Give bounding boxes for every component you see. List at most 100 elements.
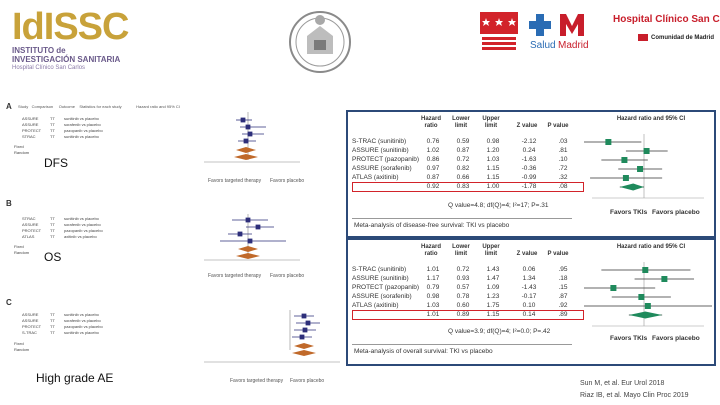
dfs-caption: Meta-analysis of disease-free survival: … [354, 222, 510, 229]
favors-b-left: Favors targeted therapy [208, 273, 262, 279]
meta-cell-name: S-TRAC (sunitinib) [352, 266, 407, 273]
forest-a-rows: ASSURE TT sunitinib vs placebo ASSURE TT sora… [22, 116, 202, 140]
hr-marker [605, 139, 612, 145]
meta-cell-hi: 1.75 [486, 302, 500, 309]
forest-cell-drug: sunitinib vs placebo [64, 312, 99, 317]
meta-cell-p: .92 [558, 302, 568, 309]
idissc-line2: INVESTIGACIÓN SANITARIA [12, 55, 121, 64]
forest-study-row: ASSURE TT sorafenib vs placebo [22, 222, 202, 228]
forest-cell-study: STRAC [22, 134, 36, 139]
dfs-q-text: Q value=4.8; df(Q)=4; I²=17; P=.31 [448, 202, 549, 209]
forest-cell-study: ASSURE [22, 116, 39, 121]
os-head-ci: Hazard ratio and 95% CI [616, 244, 686, 250]
meta-cell-lo: 0.87 [456, 147, 470, 154]
hr-marker [661, 276, 668, 282]
meta-cell-hr: 0.79 [426, 284, 440, 291]
meta-cell-p: .10 [558, 156, 568, 163]
meta-table-row: ASSURE (sorafenib) 0.98 0.78 1.23 -0.17 .87 [352, 293, 582, 302]
forest-study-row: ASSURE TT sorafenib vs placebo [22, 122, 202, 128]
dfs-pooled-highlight [352, 182, 584, 192]
meta-cell-hi: 1.23 [486, 293, 500, 300]
meta-cell-z: -0.36 [521, 165, 537, 172]
fixed-label-c: Fixed [14, 341, 24, 346]
os-forest-plot [584, 262, 712, 327]
forest-cell-cmp: TT [50, 222, 55, 227]
col-study: Study [18, 104, 29, 109]
favors-b-right: Favors placebo [270, 273, 305, 279]
os-head-lower: Lower limit [452, 244, 470, 257]
meta-cell-hi: 1.00 [486, 183, 500, 190]
os-head-p: P value [547, 251, 569, 257]
meta-cell-lo: 0.78 [456, 293, 470, 300]
hospital-name: Hospital Clínico San Carlos [613, 14, 720, 25]
label-dfs: DFS [44, 156, 68, 170]
os-head-upper: Upper limit [482, 244, 500, 257]
forest-cell-cmp: TT [50, 116, 55, 121]
meta-cell-name: ATLAS (axitinib) [352, 174, 399, 181]
forest-study-row: STRAC TT sunitinib vs placebo [22, 216, 202, 222]
meta-cell-hi: 1.20 [486, 147, 500, 154]
meta-cell-name: PROTECT (pazopanib) [352, 156, 420, 163]
hr-marker [621, 157, 628, 163]
idissc-wordmark: IdISSC [12, 6, 129, 48]
meta-cell-z: -2.12 [521, 138, 537, 145]
comunidad-text: Comunidad de Madrid [651, 35, 714, 42]
meta-cell-name: ASSURE (sorafenib) [352, 293, 412, 300]
forest-study-row: S-TRAC TT sunitinib vs placebo [22, 330, 202, 336]
forest-cell-cmp: TT [50, 330, 55, 335]
random-label-a: Random [14, 150, 30, 155]
meta-cell-hi: 1.43 [486, 266, 500, 273]
meta-cell-hr: 0.97 [426, 165, 440, 172]
forest-cell-drug: sorafenib vs placebo [64, 222, 101, 227]
hr-marker [638, 294, 645, 300]
meta-cell-hi: 1.15 [486, 165, 500, 172]
hr-marker [644, 303, 651, 309]
forest-c-markers [292, 313, 320, 340]
os-pooled-highlight [352, 310, 584, 320]
meta-cell-lo: 0.93 [456, 275, 470, 282]
idissc-line1: INSTITUTO de [12, 46, 66, 55]
meta-cell-hr: 0.86 [426, 156, 440, 163]
dfs-favors-right: Favors placebo [652, 209, 700, 216]
forest-cell-drug: sunitinib vs placebo [64, 330, 99, 335]
favors-c-right: Favors placebo [290, 378, 325, 384]
meta-cell-name: PROTECT (pazopanib) [352, 284, 420, 291]
meta-cell-hi: 1.03 [486, 156, 500, 163]
dfs-head-z: Z value [516, 123, 538, 129]
meta-cell-hr: 0.76 [426, 138, 440, 145]
comunidad-label: Comunidad de Madrid [638, 34, 714, 41]
os-meta-box: Hazard ratio Lower limit Upper limit Z v… [346, 238, 716, 366]
col-comparison: Comparison [31, 104, 54, 109]
hr-marker [642, 267, 649, 273]
idissc-line3: Hospital Clínico San Carlos [12, 65, 86, 71]
forest-study-row: ASSURE TT sunitinib vs placebo [22, 116, 202, 122]
forest-study-row: PROTECT TT pazopanib vs placebo [22, 324, 202, 330]
meta-cell-p: .95 [558, 266, 568, 273]
meta-cell-p: .08 [558, 183, 568, 190]
university-seal-icon [289, 11, 351, 73]
meta-cell-z: 0.10 [522, 302, 536, 309]
meta-cell-z: 0.24 [522, 147, 536, 154]
forest-cell-study: ASSURE [22, 312, 39, 317]
pooled-diamond [619, 183, 644, 191]
forest-cell-drug: pazopanib vs placebo [64, 228, 103, 233]
forest-a-diamond-random [234, 154, 258, 160]
dfs-head-p: P value [547, 123, 569, 129]
meta-cell-p: .72 [558, 165, 568, 172]
meta-cell-z: 0.06 [522, 266, 536, 273]
meta-cell-lo: 0.89 [456, 311, 470, 318]
meta-cell-lo: 0.72 [456, 266, 470, 273]
meta-table-row: S-TRAC (sunitinib) 0.76 0.59 0.98 -2.12 .03 [352, 138, 582, 147]
meta-cell-lo: 0.57 [456, 284, 470, 291]
os-q-text: Q value=3.9; df(Q)=4; I²=0.0; P=.42 [448, 328, 551, 335]
forest-study-row: ASSURE TT sunitinib vs placebo [22, 312, 202, 318]
reference-2: Riaz IB, et al. Mayo Clin Proc 2019 [580, 392, 689, 399]
meta-cell-hr: 0.98 [426, 293, 440, 300]
col-hr: Hazard ratio and 95% CI [136, 104, 180, 109]
forest-cell-drug: sorafenib vs placebo [64, 122, 101, 127]
dfs-favors-left: Favors TKIs [610, 209, 648, 216]
meta-cell-z: 0.14 [522, 311, 536, 318]
forest-c-diamond-fixed [294, 343, 314, 349]
meta-cell-lo: 0.82 [456, 165, 470, 172]
meta-cell-p: .89 [558, 311, 568, 318]
